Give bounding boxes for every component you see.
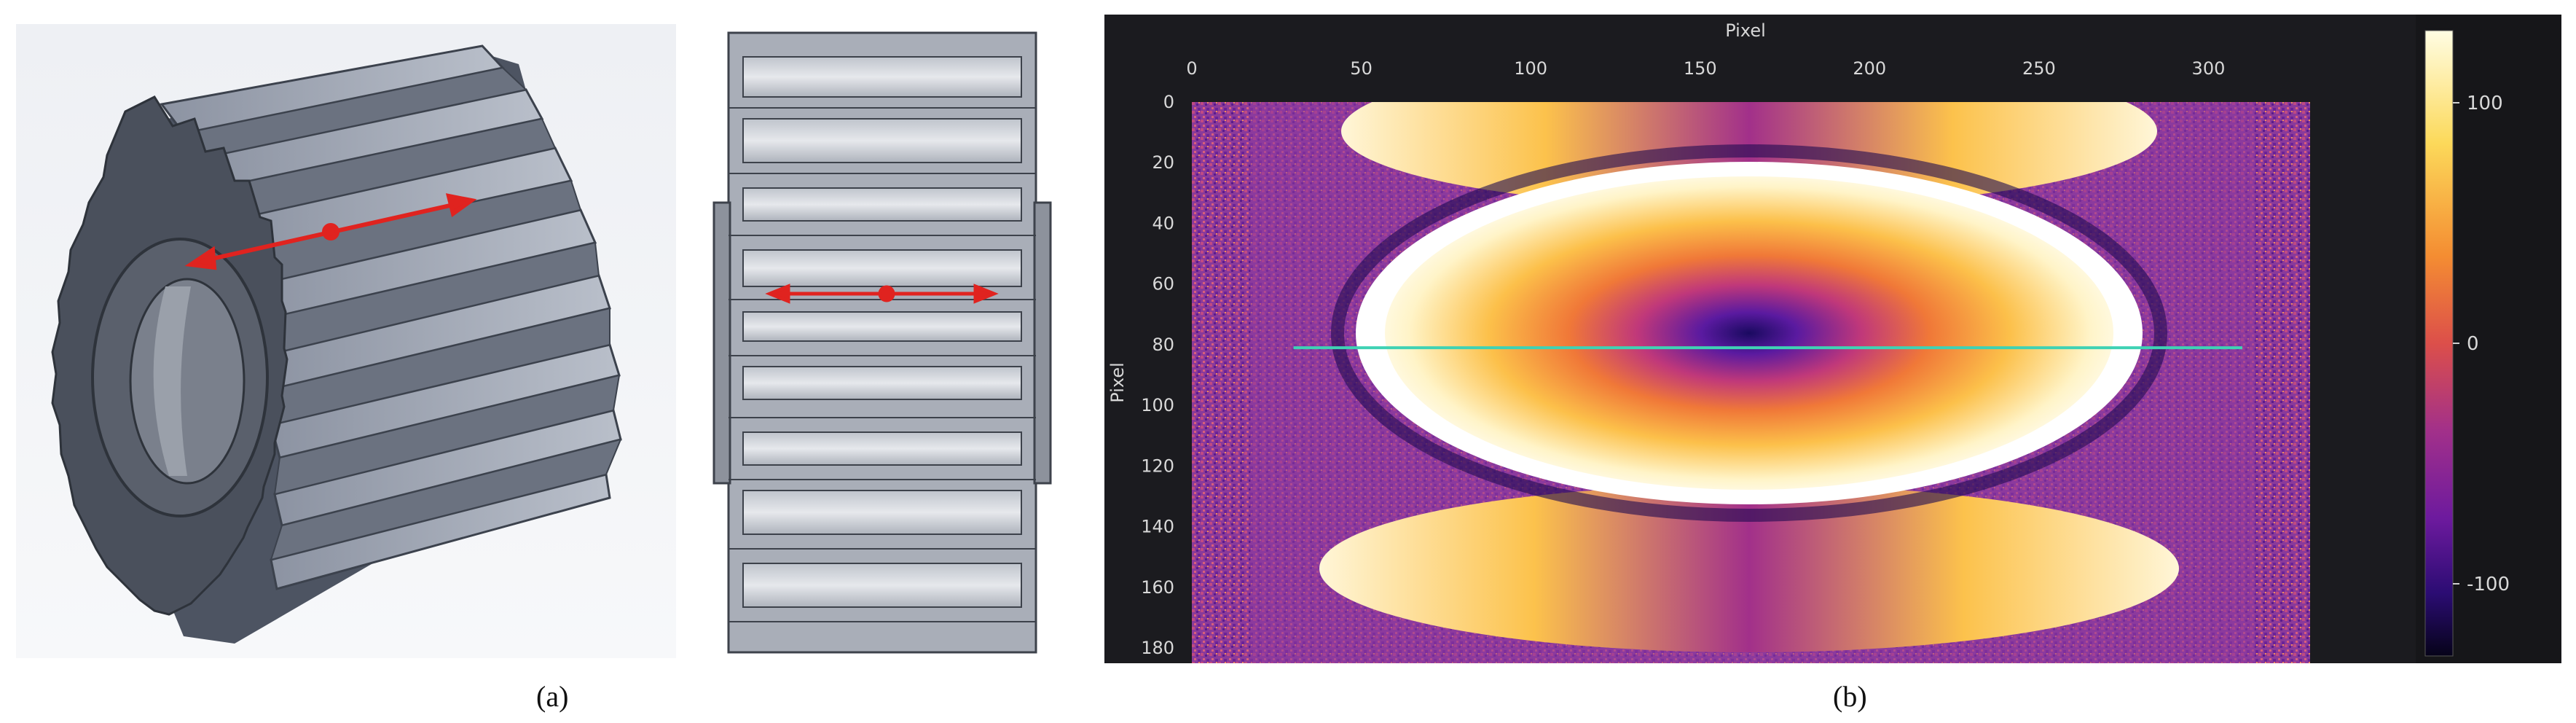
y-tick-label: 160 (1141, 577, 1174, 598)
heatmap-image (1192, 102, 2310, 663)
x-tick-label: 200 (1853, 58, 1886, 79)
heatmap-panel: Pixel Pixel 0 50 100 150 200 250 300 0 20 40 60 80… (1104, 15, 2561, 663)
y-tick-label: 60 (1152, 274, 1174, 294)
caption-b: (b) (1833, 680, 1867, 713)
x-tick-label: 0 (1186, 58, 1197, 79)
y-tick-label: 120 (1141, 456, 1174, 476)
y-tick-label: 0 (1163, 92, 1174, 112)
x-axis-label: Pixel (1725, 20, 1766, 41)
y-tick-label: 100 (1141, 395, 1174, 415)
y-tick-label: 140 (1141, 517, 1174, 537)
colorbar-tick-label: -100 (2467, 574, 2510, 595)
x-tick-label: 50 (1350, 58, 1373, 79)
colorbar-tick-labels: 100 0 -100 (2453, 93, 2510, 595)
gear-side-view (708, 24, 1056, 660)
x-tick-labels: 0 50 100 150 200 250 300 (1186, 58, 2225, 79)
x-tick-label: 250 (2022, 58, 2056, 79)
y-tick-label: 20 (1152, 152, 1174, 173)
y-axis-label: Pixel (1107, 362, 1128, 403)
x-tick-label: 150 (1684, 58, 1717, 79)
colorbar-tick-label: 100 (2467, 93, 2503, 114)
y-tick-label: 80 (1152, 335, 1174, 355)
x-tick-label: 300 (2192, 58, 2226, 79)
gear-side-view-icon (708, 24, 1056, 660)
y-tick-label: 180 (1141, 638, 1174, 658)
gear-isometric-icon (16, 24, 676, 658)
colorbar (2424, 30, 2454, 657)
y-tick-labels: 0 20 40 60 80 100 120 140 160 180 (1141, 92, 1174, 658)
heatmap-chart: Pixel Pixel 0 50 100 150 200 250 300 0 20 40 60 80… (1104, 15, 2561, 663)
gear-iso-view (16, 24, 676, 658)
caption-a: (a) (536, 680, 569, 713)
y-tick-label: 40 (1152, 213, 1174, 233)
colorbar-tick-label: 0 (2467, 333, 2479, 355)
x-tick-label: 100 (1514, 58, 1547, 79)
